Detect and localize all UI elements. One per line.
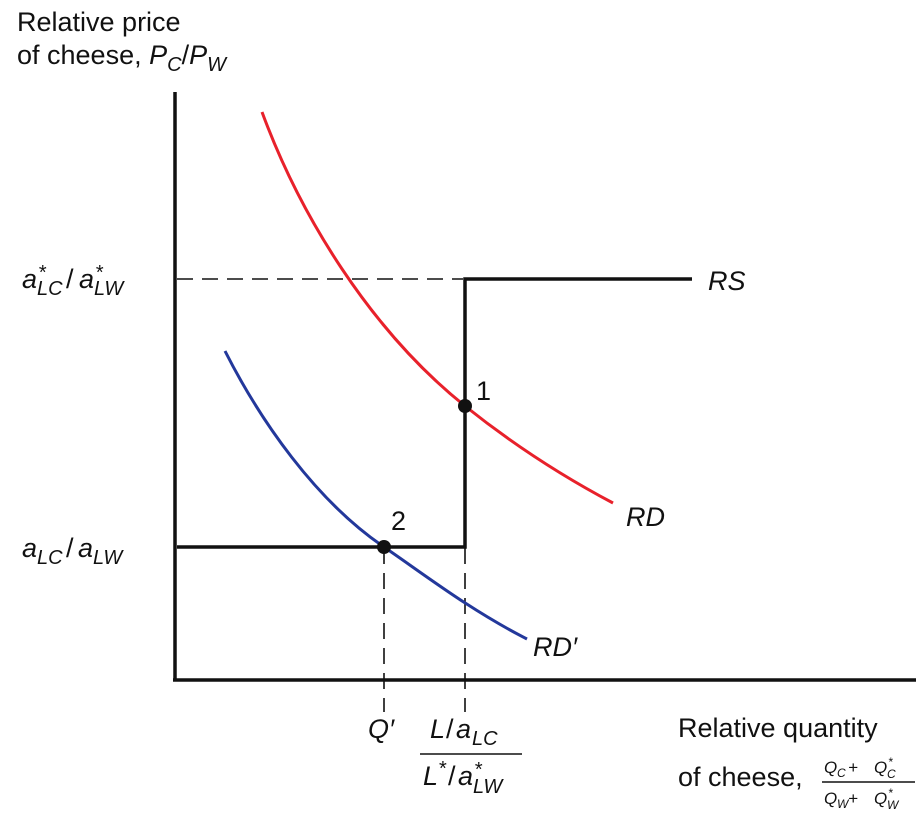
equilibrium-point-1: [458, 399, 472, 413]
svg-text:W: W: [887, 798, 900, 812]
svg-text:*: *: [439, 758, 447, 780]
svg-text:a: a: [22, 533, 37, 563]
svg-text:*: *: [888, 786, 893, 800]
rs-curve: [177, 277, 692, 549]
x-axis-title-line1: Relative quantity: [678, 713, 878, 743]
svg-text:*: *: [474, 759, 483, 781]
svg-text:LW: LW: [93, 547, 124, 569]
svg-text:Q: Q: [874, 758, 887, 777]
rd-prime-label: RD′: [533, 632, 578, 662]
svg-text:W: W: [837, 797, 850, 811]
y-axis-title-line1: Relative price: [17, 7, 181, 37]
equilibrium-point-2: [377, 540, 391, 554]
point-1-label: 1: [476, 376, 491, 406]
svg-text:a: a: [78, 533, 93, 563]
svg-text:/: /: [448, 761, 456, 791]
svg-text:Q: Q: [824, 758, 837, 777]
svg-text:LW: LW: [94, 278, 125, 300]
rd-label: RD: [626, 502, 665, 532]
rd-curve: [260, 111, 614, 505]
x-axis-title-fraction: Q C + Q * C Q W + Q * W: [822, 755, 915, 812]
lower-price-tick-label: a LC / a LW: [22, 533, 124, 569]
svg-text:L: L: [430, 714, 445, 744]
y-axis-title-line2: of cheese, PC/PW: [17, 40, 228, 76]
svg-text:Q: Q: [874, 789, 887, 808]
svg-text:/: /: [66, 533, 74, 563]
svg-text:LC: LC: [37, 547, 63, 569]
svg-text:+: +: [848, 789, 858, 808]
rs-label: RS: [708, 266, 746, 296]
svg-text:C: C: [837, 766, 846, 780]
svg-text:a: a: [458, 761, 473, 791]
svg-text:/: /: [66, 264, 74, 294]
rd-prime-curve: [223, 350, 528, 641]
upper-price-tick-label: a * LC / a * LW: [22, 262, 125, 300]
svg-text:C: C: [887, 767, 896, 781]
x-axis-title-line2: of cheese,: [678, 762, 803, 792]
svg-text:+: +: [848, 758, 858, 777]
svg-text:LC: LC: [472, 728, 498, 750]
svg-text:*: *: [888, 755, 893, 769]
svg-text:a: a: [456, 714, 471, 744]
svg-text:LC: LC: [37, 278, 63, 300]
world-ratio-tick-label: L / a LC L * / a * LW: [420, 714, 522, 798]
svg-text:*: *: [38, 262, 47, 284]
svg-text:a: a: [22, 264, 37, 294]
svg-text:L: L: [423, 761, 438, 791]
q-prime-tick-label: Q′: [368, 714, 395, 744]
svg-text:a: a: [79, 264, 94, 294]
point-2-label: 2: [391, 506, 406, 536]
svg-text:/: /: [446, 714, 454, 744]
svg-text:Q: Q: [824, 789, 837, 808]
svg-text:*: *: [95, 262, 104, 284]
svg-text:LW: LW: [473, 776, 504, 798]
